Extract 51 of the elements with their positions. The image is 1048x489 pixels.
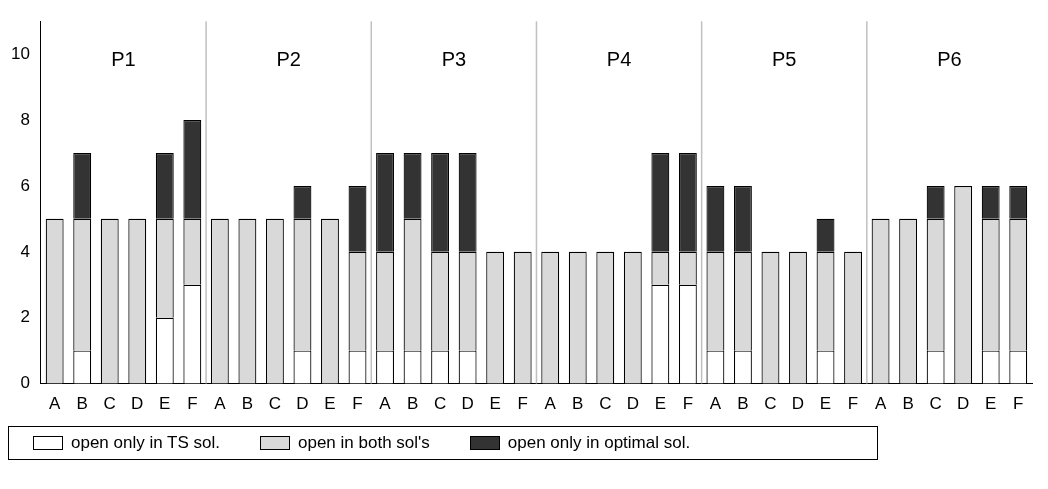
x-tick-label: F bbox=[1013, 394, 1024, 414]
x-tick-label: C bbox=[268, 394, 282, 414]
annotation: P5 bbox=[771, 48, 797, 71]
x-tick-label: B bbox=[737, 394, 749, 414]
x-tick-label: F bbox=[517, 394, 528, 414]
x-tick-label: B bbox=[406, 394, 419, 414]
x-tick-label: F bbox=[352, 394, 363, 414]
legend-label: open in both sol's bbox=[298, 433, 430, 453]
y-tick-label: 0 bbox=[20, 373, 30, 393]
x-tick-label: C bbox=[433, 394, 447, 414]
x-tick-label: F bbox=[187, 394, 198, 414]
x-tick-label: B bbox=[241, 394, 254, 414]
y-tick-label: 8 bbox=[20, 109, 30, 129]
x-tick-label: B bbox=[572, 394, 584, 414]
x-tick-label: A bbox=[379, 394, 392, 414]
x-tick-label: A bbox=[214, 394, 227, 414]
annotation: P1 bbox=[111, 48, 136, 71]
x-tick-label: C bbox=[764, 394, 777, 414]
x-tick-label: D bbox=[957, 394, 970, 414]
x-tick-label: E bbox=[159, 394, 171, 414]
x-tick-label: C bbox=[103, 394, 116, 414]
x-tick-label: E bbox=[985, 394, 997, 414]
x-tick-label: E bbox=[654, 394, 667, 414]
x-tick-label: C bbox=[599, 394, 612, 414]
x-tick-label: D bbox=[626, 394, 639, 414]
x-tick-label: E bbox=[489, 394, 501, 414]
legend-label: open only in optimal sol. bbox=[507, 433, 691, 453]
annotation: P3 bbox=[441, 48, 467, 71]
x-tick-label: B bbox=[76, 394, 88, 414]
x-tick-label: D bbox=[461, 394, 474, 414]
y-tick-label: 4 bbox=[20, 241, 30, 261]
x-tick-label: E bbox=[324, 394, 336, 414]
x-tick-label: E bbox=[819, 394, 832, 414]
annotation: P2 bbox=[276, 48, 301, 71]
x-tick-label: A bbox=[49, 394, 61, 414]
annotation: P4 bbox=[606, 48, 632, 71]
x-tick-label: A bbox=[709, 394, 722, 414]
x-tick-label: C bbox=[929, 394, 942, 414]
x-tick-label: D bbox=[791, 394, 805, 414]
x-tick-label: B bbox=[902, 394, 914, 414]
x-tick-label: A bbox=[874, 394, 887, 414]
y-tick-label: 2 bbox=[20, 307, 30, 327]
x-tick-label: F bbox=[847, 394, 859, 414]
x-tick-label: F bbox=[682, 394, 694, 414]
x-tick-label: A bbox=[544, 394, 557, 414]
text: open only in TS sol. bbox=[71, 433, 220, 453]
y-tick-label: 10 bbox=[10, 43, 30, 63]
x-tick-label: D bbox=[131, 394, 144, 414]
y-tick-label: 6 bbox=[20, 175, 30, 195]
annotation: P6 bbox=[937, 48, 962, 71]
x-tick-label: D bbox=[296, 394, 309, 414]
